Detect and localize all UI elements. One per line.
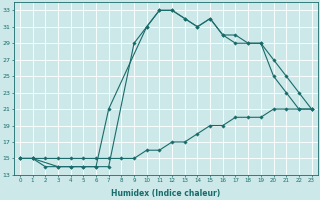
X-axis label: Humidex (Indice chaleur): Humidex (Indice chaleur) [111,189,220,198]
